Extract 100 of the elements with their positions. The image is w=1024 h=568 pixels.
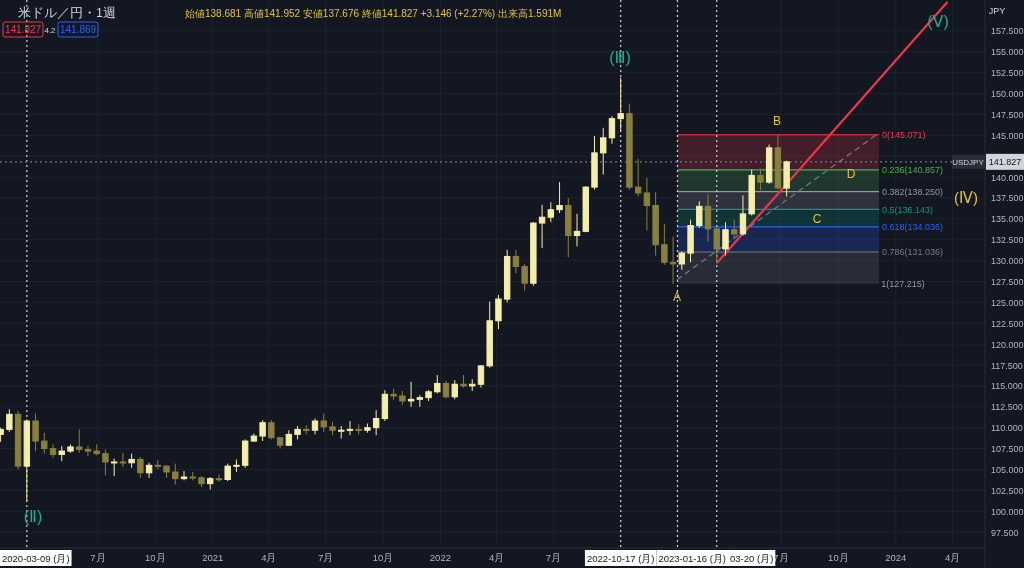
annotation: C — [812, 212, 822, 226]
candlestick — [600, 127, 607, 176]
x-tick-label: 10月 — [828, 552, 849, 563]
x-tick-label: 2024 — [885, 552, 907, 563]
y-tick-label: 97.500 — [991, 527, 1019, 538]
text: 141.827 — [988, 157, 1022, 168]
x-tick-label: 2021 — [202, 552, 224, 563]
candlestick — [573, 213, 581, 247]
x-tick-label: 7月 — [317, 552, 334, 563]
candlestick — [556, 181, 563, 214]
y-tick-label: 105.000 — [991, 464, 1024, 475]
x-tick-label: 10月 — [372, 552, 394, 563]
candlestick — [617, 77, 624, 132]
candlestick — [643, 177, 651, 232]
candlestick — [180, 470, 188, 481]
y-tick-label: 125.000 — [991, 297, 1024, 308]
y-tick-label: 117.500 — [991, 360, 1023, 371]
y-tick-label: 130.000 — [991, 256, 1024, 267]
y-tick-label: 115.000 — [991, 381, 1023, 392]
x-tick-label: 4月 — [488, 552, 505, 563]
y-tick-label: 120.000 — [991, 339, 1024, 350]
annotation: (Ⅱ) — [23, 508, 43, 525]
candlestick — [32, 413, 39, 452]
candlestick — [172, 463, 179, 486]
candlestick — [669, 235, 677, 285]
y-tick-label: 140.000 — [991, 172, 1024, 183]
candlestick — [634, 158, 642, 197]
candlestick — [661, 223, 668, 266]
ref-line-label: 2023-01-16 (月) — [658, 553, 727, 564]
annotation: 始値138.681 高値141.952 安値137.676 終値141.827 +3.146 (+2.27%) 出来高1.591M — [185, 8, 562, 19]
band-label: 0.618(134.036) — [881, 222, 944, 233]
ref-line-label: 03-20 (月) — [730, 553, 774, 564]
y-tick-label: 145.000 — [991, 130, 1024, 141]
y-tick-label: 100.000 — [991, 506, 1024, 517]
candlestick — [521, 263, 528, 292]
y-tick-label: 132.500 — [991, 235, 1024, 246]
annotation: 141.869 — [59, 24, 97, 35]
candlestick — [451, 379, 458, 400]
annotation: B — [772, 114, 782, 128]
candlestick — [538, 204, 546, 249]
band-label: 0.382(138.250) — [881, 187, 944, 198]
candlestick — [512, 249, 520, 274]
ref-line-label: 2020-03-09 (月) — [2, 553, 70, 564]
candlestick — [407, 381, 415, 408]
ref-line-label: 2022-10-17 (月) — [586, 553, 655, 564]
band-label: 0.236(140.857) — [881, 165, 944, 176]
candlestick — [137, 456, 144, 479]
candlestick — [119, 452, 127, 468]
candlestick — [678, 250, 686, 271]
candlestick — [731, 219, 738, 239]
y-tick-label: 122.500 — [991, 318, 1024, 329]
y-tick-label: 110.000 — [991, 423, 1023, 434]
x-tick-label: 10月 — [145, 552, 166, 563]
text: JPY — [988, 6, 1006, 16]
candlestick — [722, 221, 729, 257]
candlestick — [268, 419, 275, 440]
annotation: 1(127.215) — [881, 279, 925, 290]
candlestick — [713, 226, 720, 264]
candlestick — [495, 294, 502, 330]
text: 米ドル／円・1週 — [18, 6, 116, 20]
candlestick — [739, 194, 747, 237]
annotation: (Ⅳ) — [954, 189, 978, 206]
candlestick — [757, 168, 764, 191]
annotation: 4.2 — [44, 26, 57, 35]
y-tick-label: 135.000 — [991, 214, 1024, 225]
ref-line-label: USDJPY — [952, 158, 985, 168]
candlestick — [434, 374, 441, 394]
x-tick-label: 2022 — [429, 552, 451, 563]
x-tick-label: 7月 — [90, 552, 106, 563]
band-label: 0(145.071) — [881, 130, 926, 141]
annotation: D — [846, 167, 856, 181]
y-tick-label: 150.000 — [991, 89, 1024, 100]
candlestick — [6, 408, 13, 433]
candlestick — [477, 364, 485, 389]
y-tick-label: 147.500 — [991, 109, 1024, 120]
candlestick — [608, 115, 616, 145]
y-tick-label: 152.500 — [991, 68, 1024, 79]
candlestick — [76, 428, 83, 454]
candlestick — [320, 413, 327, 433]
band-label: 0.786(131.036) — [881, 247, 944, 258]
annotation: (Ⅲ) — [609, 49, 631, 66]
candlestick — [215, 473, 223, 483]
candlestick — [259, 419, 266, 442]
candlestick — [372, 409, 380, 436]
band-label: 0.5(136.143) — [881, 204, 933, 215]
candlestick — [696, 200, 703, 229]
y-tick-label: 155.000 — [991, 47, 1024, 58]
candlestick — [84, 445, 92, 457]
x-tick-label: 4月 — [944, 552, 961, 563]
y-tick-label: 127.500 — [991, 277, 1024, 288]
candlestick — [49, 443, 57, 459]
candlestick — [704, 193, 712, 242]
annotation: (Ⅴ) — [927, 13, 949, 30]
candlestick — [41, 432, 48, 455]
x-tick-label: 7月 — [545, 552, 561, 563]
annotation: A — [672, 290, 682, 304]
annotation: 141.827 — [4, 24, 42, 35]
candlestick — [547, 201, 555, 223]
candlestick — [346, 420, 354, 436]
x-tick-label: 4月 — [261, 552, 277, 563]
